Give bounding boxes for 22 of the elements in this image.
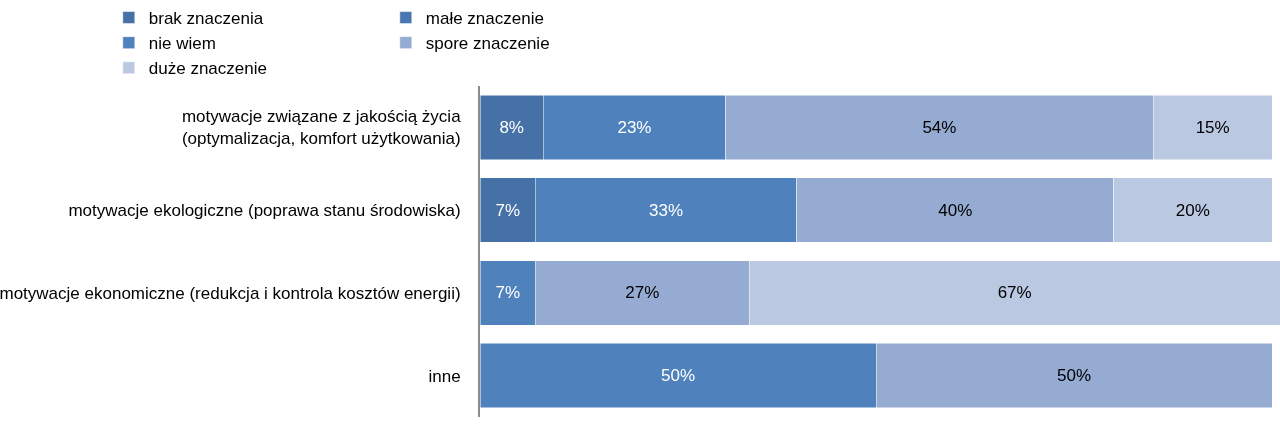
legend-label: brak znaczenia <box>148 9 264 29</box>
data-label: 20% <box>1175 200 1210 220</box>
data-label: 67% <box>997 283 1032 303</box>
data-label: 33% <box>649 200 684 220</box>
data-label: 8% <box>499 117 524 137</box>
legend-label: duże znaczenie <box>148 59 267 79</box>
data-label: 15% <box>1195 117 1230 137</box>
y-tick-label: inne <box>428 366 461 386</box>
legend-label: nie wiem <box>148 34 216 54</box>
y-tick-label: motywacje związane z jakością życia (optymalizacja, komfort użytkowania) <box>181 107 462 149</box>
y-tick-label: motywacje ekonomiczne (redukcja i kontrola kosztów energii) <box>0 283 461 303</box>
data-label: 7% <box>495 200 521 220</box>
data-label: 50% <box>661 366 696 386</box>
data-label: 7% <box>495 283 521 303</box>
data-label: 27% <box>625 283 660 303</box>
data-label: 50% <box>1057 366 1092 386</box>
legend-label: małe znaczenie <box>425 9 544 29</box>
data-label: 40% <box>938 200 973 220</box>
data-label: 23% <box>617 117 652 137</box>
legend-label: spore znaczenie <box>425 34 550 54</box>
data-label: 54% <box>922 117 957 137</box>
y-tick-label: motywacje ekologiczne (poprawa stanu środowiska) <box>68 201 461 221</box>
